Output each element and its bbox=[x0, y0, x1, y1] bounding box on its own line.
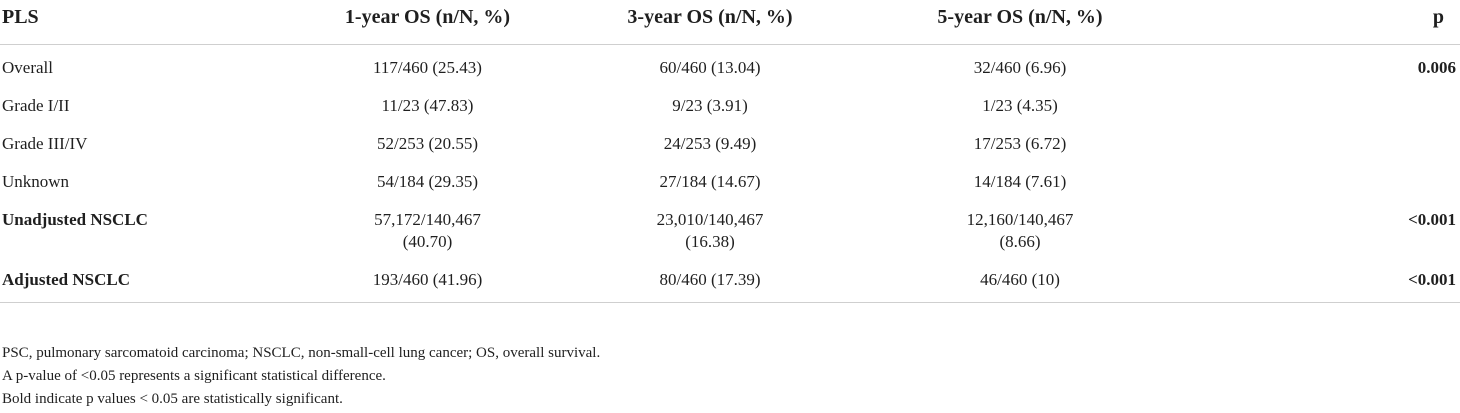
cell-5-year-os: 1/23 (4.35) bbox=[865, 87, 1175, 125]
cell-1-year-os: 117/460 (25.43) bbox=[300, 45, 555, 87]
cell-line: 12,160/140,467 bbox=[966, 209, 1074, 229]
cell-3-year-os: 23,010/140,467 (16.38) bbox=[555, 201, 865, 261]
cell-p-value: <0.001 bbox=[1408, 209, 1456, 229]
cell-line: 57,172/140,467 bbox=[374, 209, 481, 229]
cell-p-value: <0.001 bbox=[1175, 260, 1460, 303]
survival-table: PLS 1-year OS (n/N, %) 3-year OS (n/N, %… bbox=[0, 0, 1460, 303]
header-1-year-os: 1-year OS (n/N, %) bbox=[300, 0, 555, 45]
cell-5-year-os: 12,160/140,467 (8.66) bbox=[865, 201, 1175, 261]
header-pls: PLS bbox=[0, 0, 300, 45]
cell-line: 23,010/140,467 bbox=[656, 209, 764, 229]
table-row: Adjusted NSCLC 193/460 (41.96) 80/460 (1… bbox=[0, 260, 1460, 303]
cell-3-year-os: 9/23 (3.91) bbox=[555, 87, 865, 125]
row-label: Grade I/II bbox=[2, 95, 70, 115]
table-row: Grade I/II 11/23 (47.83) 9/23 (3.91) 1/2… bbox=[0, 87, 1460, 125]
row-label: Unadjusted NSCLC bbox=[2, 209, 148, 229]
footnote-bold-legend: Bold indicate p values < 0.05 are statis… bbox=[2, 391, 343, 407]
cell-line: (40.70) bbox=[402, 231, 453, 251]
cell-line: (8.66) bbox=[999, 231, 1041, 251]
row-label: Grade III/IV bbox=[2, 133, 88, 153]
cell-line: 24/253 (9.49) bbox=[663, 133, 757, 153]
table-row: Unadjusted NSCLC 57,172/140,467 (40.70) … bbox=[0, 201, 1460, 261]
cell-line: 54/184 (29.35) bbox=[376, 171, 479, 191]
cell-5-year-os: 14/184 (7.61) bbox=[865, 163, 1175, 201]
cell-line: 60/460 (13.04) bbox=[659, 58, 761, 77]
header-p-value: p bbox=[1175, 0, 1460, 45]
cell-3-year-os: 80/460 (17.39) bbox=[555, 260, 865, 303]
header-3-year-os: 3-year OS (n/N, %) bbox=[555, 0, 865, 45]
cell-line: (16.38) bbox=[685, 231, 735, 251]
cell-line: 27/184 (14.67) bbox=[659, 171, 761, 191]
cell-1-year-os: 193/460 (41.96) bbox=[300, 260, 555, 303]
table-footnotes: PSC, pulmonary sarcomatoid carcinoma; NS… bbox=[2, 342, 600, 411]
cell-line: 80/460 (17.39) bbox=[659, 269, 761, 289]
cell-3-year-os: 24/253 (9.49) bbox=[555, 125, 865, 163]
cell-1-year-os: 52/253 (20.55) bbox=[300, 125, 555, 163]
cell-5-year-os: 32/460 (6.96) bbox=[865, 45, 1175, 87]
cell-line: 117/460 (25.43) bbox=[373, 58, 482, 77]
cell-p-value bbox=[1175, 125, 1460, 163]
cell-1-year-os: 57,172/140,467 (40.70) bbox=[300, 201, 555, 261]
cell-line: 17/253 (6.72) bbox=[973, 133, 1067, 153]
cell-line: 9/23 (3.91) bbox=[672, 95, 748, 115]
cell-line: 14/184 (7.61) bbox=[973, 171, 1067, 191]
cell-3-year-os: 60/460 (13.04) bbox=[555, 45, 865, 87]
cell-5-year-os: 17/253 (6.72) bbox=[865, 125, 1175, 163]
cell-1-year-os: 11/23 (47.83) bbox=[300, 87, 555, 125]
survival-table-container: PLS 1-year OS (n/N, %) 3-year OS (n/N, %… bbox=[0, 0, 1460, 303]
header-5-year-os: 5-year OS (n/N, %) bbox=[865, 0, 1175, 45]
table-header-row: PLS 1-year OS (n/N, %) 3-year OS (n/N, %… bbox=[0, 0, 1460, 45]
table-row: Unknown 54/184 (29.35) 27/184 (14.67) 14… bbox=[0, 163, 1460, 201]
cell-line: 52/253 (20.55) bbox=[376, 133, 479, 153]
table-row: Grade III/IV 52/253 (20.55) 24/253 (9.49… bbox=[0, 125, 1460, 163]
cell-p-value bbox=[1175, 87, 1460, 125]
cell-line: 193/460 (41.96) bbox=[372, 269, 483, 289]
cell-line: 1/23 (4.35) bbox=[982, 95, 1058, 115]
cell-p-value bbox=[1175, 163, 1460, 201]
table-row: Overall 117/460 (25.43) 60/460 (13.04) 3… bbox=[0, 45, 1460, 87]
cell-line: 46/460 (10) bbox=[980, 269, 1060, 289]
row-label: Overall bbox=[2, 58, 53, 77]
cell-line: 11/23 (47.83) bbox=[381, 95, 474, 115]
footnote-abbreviations: PSC, pulmonary sarcomatoid carcinoma; NS… bbox=[2, 345, 601, 361]
cell-1-year-os: 54/184 (29.35) bbox=[300, 163, 555, 201]
cell-line: 32/460 (6.96) bbox=[973, 58, 1067, 77]
footnote-significance: A p-value of <0.05 represents a signific… bbox=[2, 368, 386, 384]
cell-5-year-os: 46/460 (10) bbox=[865, 260, 1175, 303]
row-label: Adjusted NSCLC bbox=[0, 260, 300, 303]
cell-p-value: 0.006 bbox=[1417, 58, 1456, 77]
cell-3-year-os: 27/184 (14.67) bbox=[555, 163, 865, 201]
row-label: Unknown bbox=[2, 171, 70, 191]
